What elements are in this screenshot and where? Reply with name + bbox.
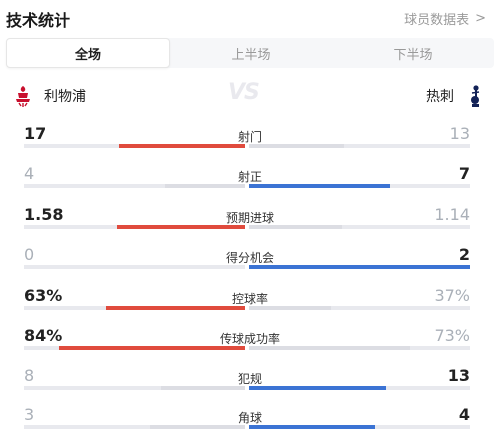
tottenham-crest-icon [464, 84, 486, 108]
home-bar-fill [150, 425, 245, 429]
home-bar-fill [117, 225, 245, 229]
stat-row-pass-accuracy: 84% 传球成功率 73% [0, 326, 500, 366]
home-value: 8 [24, 366, 35, 385]
stat-label: 预期进球 [225, 211, 274, 225]
player-data-link-label: 球员数据表 [404, 13, 470, 28]
stat-row-shots: 17 射门 13 [0, 124, 500, 164]
teams-row: 利物浦 VS 热刺 [0, 78, 500, 112]
stat-label: 射门 [237, 130, 262, 144]
stat-row-expected-goals: 1.58 预期进球 1.14 [0, 205, 500, 245]
away-bar-fill [249, 225, 342, 229]
home-bar-fill [106, 306, 245, 310]
home-bar-track [24, 306, 245, 310]
stat-label: 传球成功率 [219, 332, 280, 346]
away-value: 13 [447, 366, 470, 385]
away-value: 4 [458, 405, 470, 424]
home-team-name: 利物浦 [44, 89, 86, 105]
away-team-name: 热刺 [426, 89, 454, 105]
stat-row-fouls: 8 犯规 13 [0, 366, 500, 406]
away-bar-fill [249, 425, 375, 429]
home-value: 1.58 [24, 205, 64, 224]
tab-second-half[interactable]: 下半场 [393, 47, 433, 63]
home-bar-track [24, 184, 245, 188]
home-value: 0 [24, 245, 35, 264]
away-bar-track [249, 346, 470, 350]
away-bar-fill [249, 346, 410, 350]
away-bar-track [249, 425, 470, 429]
stats-header: 技术统计 球员数据表 > [0, 0, 500, 36]
home-bar-fill [165, 184, 245, 188]
stat-row-shots-on-target: 4 射正 7 [0, 164, 500, 204]
tab-first-half[interactable]: 上半场 [231, 47, 271, 63]
liverpool-crest-icon [12, 84, 34, 108]
away-bar-fill [249, 144, 344, 148]
stat-label: 控球率 [231, 292, 268, 306]
away-bar-track [249, 225, 470, 229]
home-value: 17 [24, 124, 47, 143]
away-bar-track [249, 144, 470, 148]
home-team: 利物浦 [12, 84, 86, 108]
stat-label: 角球 [237, 411, 262, 425]
away-bar-track [249, 386, 470, 390]
home-bar-fill [161, 386, 245, 390]
home-bar-track [24, 425, 245, 429]
away-value: 13 [449, 124, 470, 143]
away-bar-fill [249, 306, 331, 310]
home-value: 3 [24, 405, 35, 424]
away-bar-track [249, 306, 470, 310]
stat-label: 犯规 [237, 372, 262, 386]
away-bar-fill [249, 386, 386, 390]
stat-label: 射正 [237, 170, 262, 184]
home-bar-fill [119, 144, 245, 148]
away-bar-track [249, 265, 470, 269]
stat-label: 得分机会 [225, 251, 274, 265]
away-bar-track [249, 184, 470, 188]
home-value: 4 [24, 164, 35, 183]
chevron-right-icon: > [475, 11, 486, 26]
home-bar-track [24, 144, 245, 148]
page-title: 技术统计 [6, 11, 71, 30]
away-team: 热刺 [426, 84, 486, 108]
stat-row-corners: 3 角球 4 [0, 405, 500, 440]
away-bar-fill [249, 184, 390, 188]
home-bar-track [24, 346, 245, 350]
away-value: 73% [434, 326, 470, 345]
away-value: 37% [434, 286, 470, 305]
tab-full-match[interactable]: 全场 [6, 38, 170, 68]
away-value: 2 [458, 245, 470, 264]
away-bar-fill [249, 265, 470, 269]
away-value: 7 [458, 164, 470, 183]
player-data-link[interactable]: 球员数据表 > [404, 9, 486, 28]
home-bar-track [24, 225, 245, 229]
stat-row-big-chances: 0 得分机会 2 [0, 245, 500, 285]
vs-mark: VS [228, 80, 260, 105]
home-bar-track [24, 386, 245, 390]
home-bar-fill [59, 346, 245, 350]
home-value: 63% [24, 286, 63, 305]
stat-row-possession: 63% 控球率 37% [0, 286, 500, 326]
period-tabs: 全场 上半场 下半场 [6, 38, 494, 68]
home-value: 84% [24, 326, 63, 345]
away-value: 1.14 [434, 205, 470, 224]
home-bar-track [24, 265, 245, 269]
